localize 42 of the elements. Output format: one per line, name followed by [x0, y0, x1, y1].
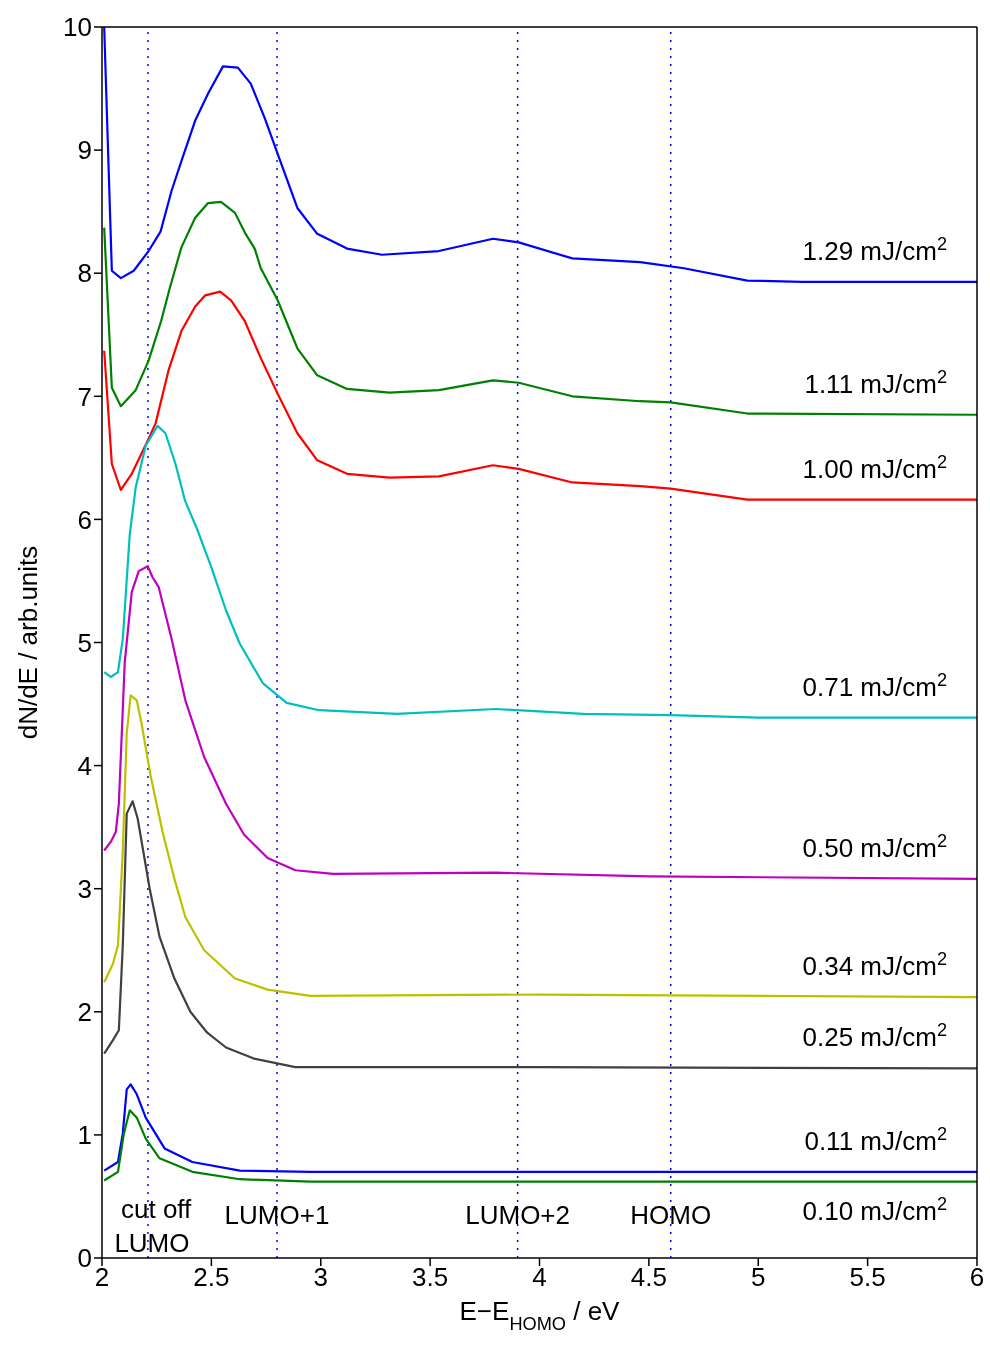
line-series: [103, 424, 977, 719]
series-label: 0.10 mJ/cm$^{2}$: [802, 1193, 947, 1226]
x-tick-label: 4: [532, 1262, 547, 1293]
line-series: [103, 200, 977, 416]
y-tick-label: 7: [77, 381, 92, 412]
y-axis-title: dN/dE / arb.units: [13, 545, 44, 740]
series-label: 0.25 mJ/cm$^{2}$: [802, 1020, 947, 1053]
series-label: 0.34 mJ/cm$^{2}$: [802, 949, 947, 982]
y-tick-label: 5: [77, 627, 92, 658]
y-tick-label: 4: [77, 750, 92, 781]
x-tick-label: 5: [751, 1262, 766, 1293]
x-tick-label: 4.5: [630, 1262, 667, 1293]
x-tick-label: 6: [969, 1262, 985, 1293]
x-tick-label: 3.5: [412, 1262, 449, 1293]
line-series: [103, 1109, 977, 1183]
y-tick-label: 8: [77, 258, 92, 289]
y-tick-label: 3: [77, 873, 92, 904]
y-tick-label: 0: [77, 1243, 92, 1274]
series-label: 0.71 mJ/cm$^{2}$: [802, 669, 947, 702]
y-tick-label: 10: [63, 12, 92, 43]
ref-line-label: HOMO: [630, 1200, 712, 1230]
line-series: [103, 290, 977, 501]
x-tick-label: 2.5: [193, 1262, 230, 1293]
x-tick-label: 3: [313, 1262, 328, 1293]
x-tick-label: 5.5: [849, 1262, 886, 1293]
line-series: [103, 694, 977, 999]
series-label: 1.11 mJ/cm$^{2}$: [804, 366, 947, 399]
y-tick-label: 1: [77, 1120, 92, 1151]
line-series: [103, 800, 977, 1070]
series-label: 0.11 mJ/cm$^{2}$: [804, 1123, 947, 1156]
line-series: [103, 565, 977, 880]
y-tick-label: 2: [77, 997, 92, 1028]
ref-line-label: LUMO+1: [224, 1200, 330, 1230]
series-label: 0.50 mJ/cm$^{2}$: [802, 830, 947, 863]
y-tick-label: 6: [77, 504, 92, 535]
y-tick-label: 9: [77, 135, 92, 166]
ref-line-label: LUMO+2: [465, 1200, 571, 1230]
series-label: 1.29 mJ/cm$^{2}$: [802, 233, 947, 266]
ref-line-label: LUMO: [114, 1228, 190, 1258]
annotation: cut off: [121, 1194, 192, 1224]
series-label: 1.00 mJ/cm$^{2}$: [802, 451, 947, 484]
x-axis-title: E−E$_{HOMO}$ / eV: [459, 1296, 621, 1334]
